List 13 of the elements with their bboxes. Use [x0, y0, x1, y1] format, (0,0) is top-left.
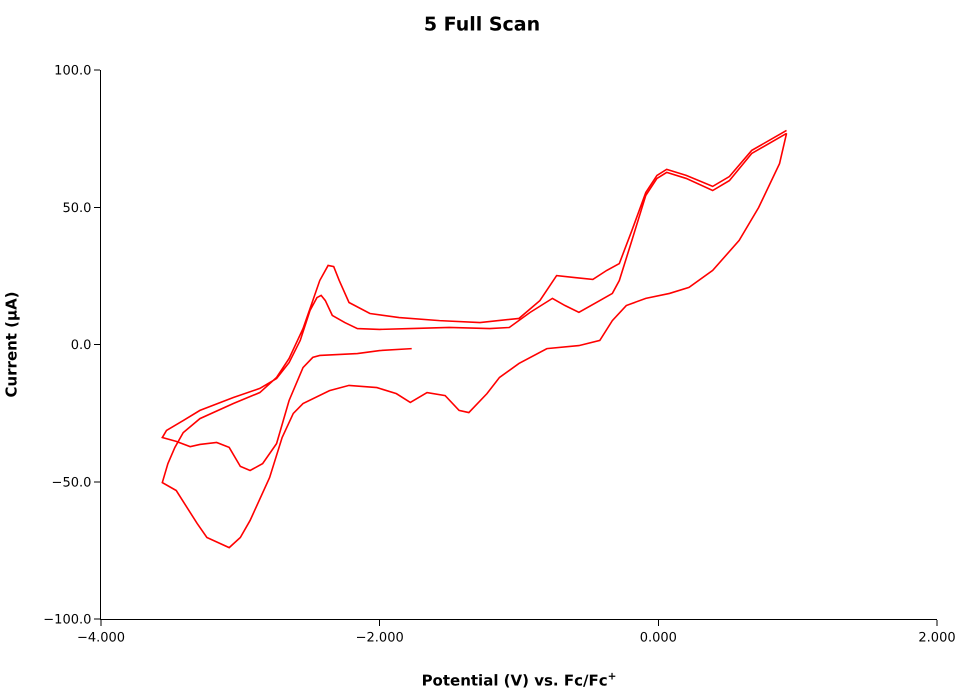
- chart-title: 5 Full Scan: [424, 14, 540, 36]
- y-axis-title: Current (μA): [2, 291, 21, 398]
- y-tick-label: 0.0: [70, 338, 92, 354]
- y-tick-label: 100.0: [54, 64, 92, 79]
- x-axis-title: Potential (V) vs. Fc/Fc$^{+}$: [422, 670, 616, 690]
- x-tick-label: −4.000: [76, 630, 126, 646]
- x-tick-label: 2.000: [918, 630, 956, 646]
- x-tick-label: −2.000: [356, 630, 404, 646]
- y-tick-label: −100.0: [43, 612, 92, 628]
- x-tick-label: 0.000: [640, 630, 677, 646]
- line-series: [162, 130, 788, 548]
- y-tick-label: −50.0: [52, 475, 92, 490]
- y-tick-label: 50.0: [62, 200, 92, 216]
